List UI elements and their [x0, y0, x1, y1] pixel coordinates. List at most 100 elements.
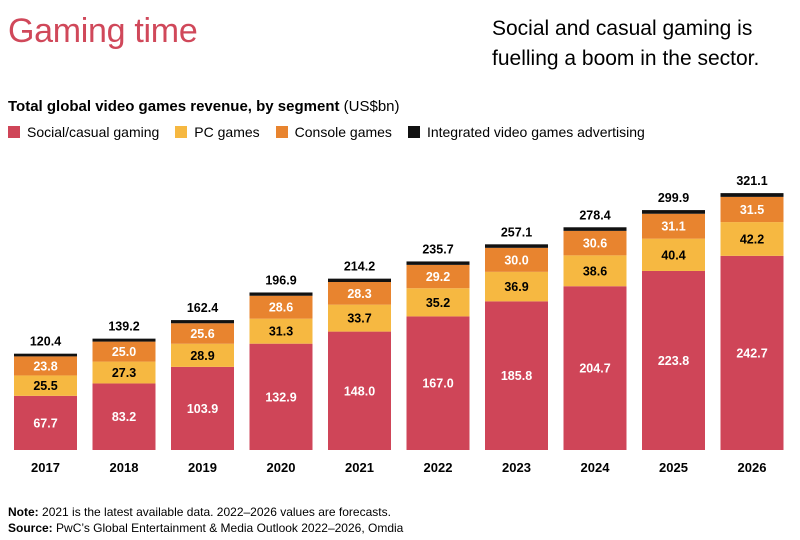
legend-swatch-social	[8, 126, 20, 138]
data-label-console-2020: 28.6	[269, 301, 293, 315]
bar-segment-pc-2021	[328, 304, 391, 332]
data-label-pc-2021: 33.7	[347, 312, 371, 326]
total-label-2025: 299.9	[658, 191, 689, 205]
data-label-console-2022: 29.2	[426, 270, 450, 284]
chart-unit: (US$bn)	[343, 98, 400, 115]
x-tick-label-2023: 2023	[502, 460, 531, 475]
source-text: PwC’s Global Entertainment & Media Outlo…	[56, 521, 404, 535]
stacked-bar-chart: 67.7 25.5 23.8 120.4 2017 83.2 27.3 25.0 139.2 20…	[14, 174, 784, 475]
data-label-social-2022: 167.0	[422, 377, 453, 391]
bar-segment-social-2022	[406, 316, 470, 450]
data-label-social-2021: 148.0	[344, 384, 375, 398]
data-label-console-2019: 25.6	[190, 327, 214, 341]
bar-segment-advertising-2020	[249, 292, 313, 296]
total-label-2021: 214.2	[344, 260, 375, 274]
bar-segment-advertising-2026	[720, 193, 784, 197]
source-label: Source:	[8, 521, 53, 535]
data-label-social-2026: 242.7	[736, 346, 767, 360]
x-tick-label-2021: 2021	[345, 460, 374, 475]
page-title: Gaming time	[8, 12, 198, 50]
bar-segment-advertising-2019	[171, 320, 234, 324]
data-label-social-2018: 83.2	[112, 410, 136, 424]
data-label-social-2023: 185.8	[501, 369, 532, 383]
total-label-2018: 139.2	[108, 320, 139, 334]
bar-segment-console-2017	[14, 356, 77, 376]
data-label-pc-2018: 27.3	[112, 366, 136, 380]
data-label-console-2024: 30.6	[583, 237, 607, 251]
tagline: Social and casual gaming is fuelling a b…	[492, 17, 760, 70]
bar-segment-console-2022	[406, 264, 470, 289]
data-label-pc-2017: 25.5	[33, 379, 57, 393]
bar-segment-advertising-2021	[328, 278, 391, 282]
data-label-pc-2024: 38.6	[583, 264, 607, 278]
bar-segment-social-2020	[249, 343, 313, 450]
total-label-2017: 120.4	[30, 335, 61, 349]
legend-label-social: Social/casual gaming	[27, 124, 160, 140]
data-label-console-2023: 30.0	[504, 253, 528, 267]
note: Note: 2021 is the latest available data.…	[8, 504, 391, 520]
data-label-pc-2026: 42.2	[740, 232, 764, 246]
data-label-pc-2020: 31.3	[269, 325, 293, 339]
data-label-console-2017: 23.8	[33, 359, 57, 373]
bar-segment-social-2019	[171, 366, 234, 450]
data-label-pc-2019: 28.9	[190, 349, 214, 363]
legend-item-social: Social/casual gaming	[8, 124, 159, 140]
chart-title-text: Total global video games revenue, by seg…	[8, 98, 340, 115]
legend-label-console: Console games	[294, 124, 392, 140]
bar-segment-console-2023	[485, 247, 548, 272]
total-label-2023: 257.1	[501, 225, 532, 239]
bar-segment-social-2018	[92, 383, 156, 450]
legend-swatch-console	[275, 126, 288, 138]
legend-swatch-advertising	[407, 126, 420, 138]
total-label-2022: 235.7	[422, 242, 453, 256]
legend-item-console: Console games	[275, 124, 392, 140]
bar-segment-pc-2023	[485, 271, 548, 302]
data-label-pc-2022: 35.2	[426, 296, 450, 310]
total-label-2019: 162.4	[187, 301, 218, 315]
bar-segment-advertising-2022	[406, 261, 470, 265]
bar-segment-pc-2024	[563, 255, 627, 287]
source: Source: PwC’s Global Entertainment & Med…	[8, 520, 403, 536]
legend-item-pc: PC games	[175, 124, 260, 140]
x-tick-label-2017: 2017	[31, 460, 60, 475]
total-label-2020: 196.9	[265, 273, 296, 287]
bar-segment-pc-2020	[249, 318, 313, 344]
data-label-console-2025: 31.1	[661, 220, 685, 234]
data-label-social-2019: 103.9	[187, 402, 218, 416]
bar-segment-pc-2026	[720, 222, 784, 256]
legend-label-advertising: Integrated video games advertising	[426, 124, 645, 140]
legend-item-advertising: Integrated video games advertising	[407, 124, 645, 140]
legend: Social/casual gaming PC games Console ga…	[8, 124, 661, 140]
data-label-console-2026: 31.5	[740, 203, 764, 217]
x-tick-label-2022: 2022	[424, 460, 453, 475]
bar-segment-social-2017	[14, 395, 77, 450]
bar-segment-pc-2017	[14, 375, 77, 396]
x-tick-label-2019: 2019	[188, 460, 217, 475]
legend-swatch-pc	[175, 126, 188, 138]
bar-segment-console-2018	[92, 341, 156, 362]
data-label-console-2018: 25.0	[112, 345, 136, 359]
bar-segment-social-2021	[328, 331, 391, 450]
x-tick-label-2018: 2018	[110, 460, 139, 475]
bar-segment-pc-2025	[642, 238, 705, 271]
data-label-social-2025: 223.8	[658, 354, 689, 368]
bar-segment-advertising-2017	[14, 353, 77, 357]
x-tick-label-2020: 2020	[267, 460, 296, 475]
bar-segment-console-2024	[563, 230, 627, 256]
bar-segment-social-2023	[485, 301, 548, 450]
note-label: Note:	[8, 505, 39, 519]
total-label-2024: 278.4	[579, 208, 610, 222]
bar-segment-console-2020	[249, 295, 313, 319]
total-label-2026: 321.1	[736, 174, 767, 188]
bar-segment-pc-2019	[171, 343, 234, 367]
x-tick-label-2026: 2026	[738, 460, 767, 475]
bar-segment-pc-2022	[406, 288, 470, 317]
bar-segment-advertising-2024	[563, 227, 627, 231]
data-label-pc-2023: 36.9	[504, 280, 528, 294]
chart-title: Total global video games revenue, by seg…	[8, 98, 400, 115]
data-label-social-2017: 67.7	[33, 416, 57, 430]
bar-segment-console-2021	[328, 282, 391, 305]
legend-label-pc: PC games	[194, 124, 260, 140]
bar-segment-social-2026	[720, 255, 784, 450]
bar-segment-console-2025	[642, 213, 705, 239]
